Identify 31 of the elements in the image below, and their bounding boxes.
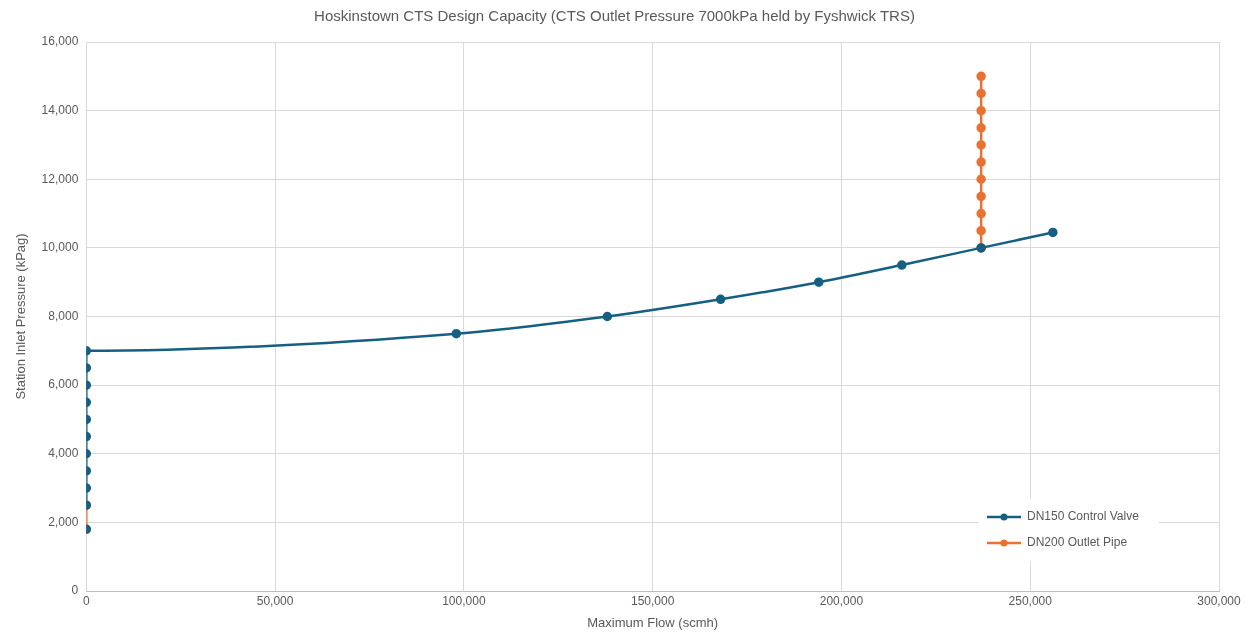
point: [976, 208, 986, 219]
point: [976, 225, 986, 236]
point: [976, 105, 986, 116]
y-tick-label: 8,000: [48, 308, 79, 323]
point: [976, 140, 986, 150]
point: [976, 191, 986, 202]
x-tick-label: 100,000: [442, 593, 486, 608]
x-tick-label: 200,000: [819, 593, 864, 608]
point: [976, 71, 986, 82]
x-tick-label: 300,000: [1197, 593, 1242, 608]
y-axis-title: Station Inlet Pressure (kPag): [13, 233, 29, 400]
y-tick-label: 16,000: [41, 34, 79, 49]
point: [976, 123, 986, 133]
y-tick-label: 6,000: [48, 377, 79, 392]
x-tick-label: 50,000: [256, 593, 294, 608]
y-tick-label: 10,000: [41, 240, 79, 255]
point: [976, 88, 986, 99]
point: [976, 157, 986, 167]
y-tick-label: 12,000: [41, 171, 79, 186]
legend-label: DN150 Control Valve: [1027, 509, 1140, 524]
y-tick-label: 0: [71, 583, 79, 598]
y-tick-label: 4,000: [48, 446, 79, 461]
x-tick-label: 150,000: [630, 593, 675, 608]
legend-label: DN200 Outlet Pipe: [1027, 535, 1128, 550]
y-tick-label: 2,000: [48, 514, 79, 529]
x-axis-title: Maximum Flow (scmh): [587, 614, 719, 630]
x-tick-label: 250,000: [1008, 593, 1053, 608]
chart-title: Hoskinstown CTS Design Capacity (CTS Outlet Pressure 7000kPa held by Fyshwick TRS): [314, 7, 915, 25]
y-tick-label: 14,000: [41, 102, 79, 117]
x-tick-label: 0: [82, 593, 90, 608]
point: [976, 174, 986, 184]
